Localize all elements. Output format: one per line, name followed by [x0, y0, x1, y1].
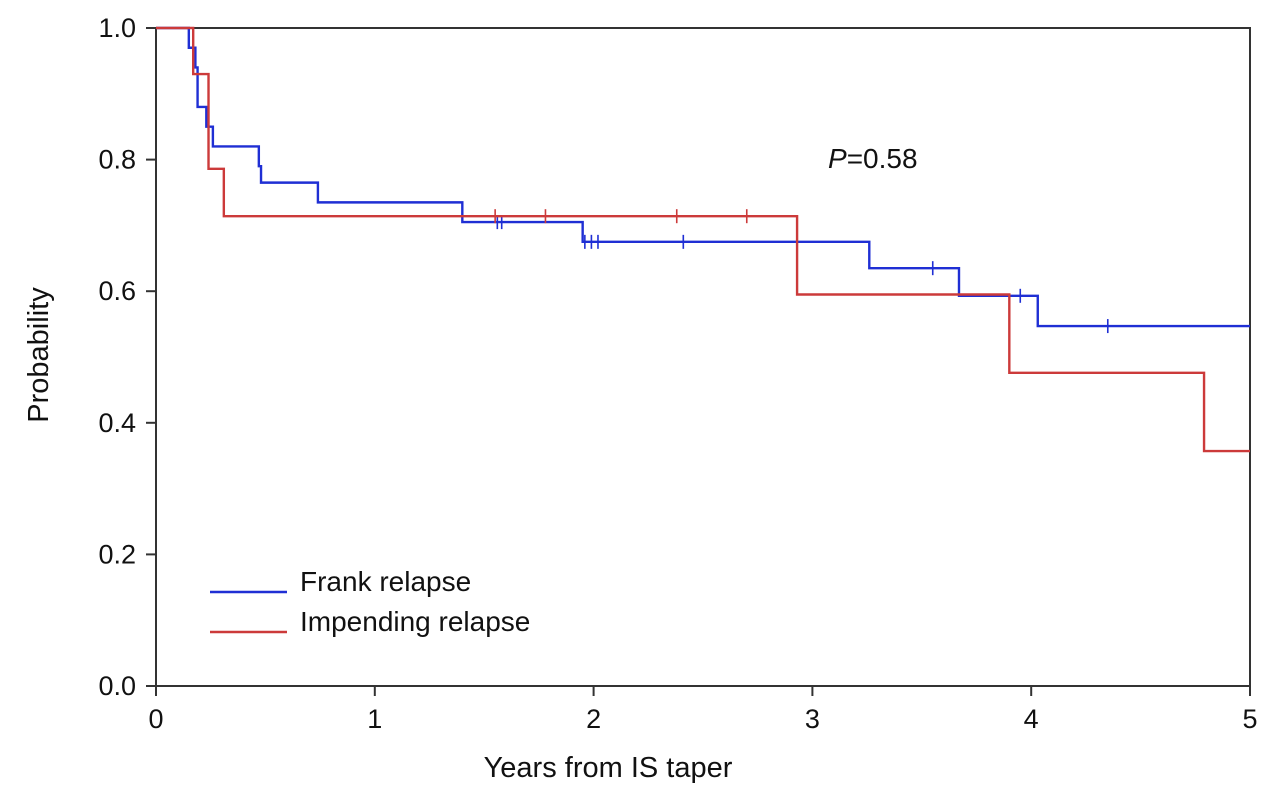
x-tick-label: 5 — [1242, 704, 1257, 734]
y-tick-label: 1.0 — [98, 13, 136, 43]
axes-layer — [146, 27, 1251, 696]
x-tick-label: 2 — [586, 704, 601, 734]
series-line-frank-relapse — [156, 26, 1250, 328]
x-axis-title: Years from IS taper — [484, 752, 733, 784]
p-value-symbol: P — [828, 143, 847, 174]
y-tick-label: 0.6 — [98, 276, 136, 306]
y-tick-label: 0.0 — [98, 671, 136, 701]
legend-label: Frank relapse — [300, 566, 471, 597]
legend-label: Impending relapse — [300, 606, 530, 637]
y-tick-label: 0.8 — [98, 145, 136, 175]
x-tick-label: 1 — [367, 704, 382, 734]
p-value-annotation: P=0.58 — [828, 143, 918, 174]
p-value-text: =0.58 — [847, 143, 918, 174]
plot-frame — [155, 27, 1251, 687]
labels-layer: 0 1 2 3 4 5 0.0 0.2 0.4 0.6 0.8 1.0 Years from IS ta… — [23, 13, 1258, 784]
x-tick-label: 4 — [1024, 704, 1039, 734]
series-line-impending-relapse — [156, 26, 1250, 453]
x-tick-label: 0 — [148, 704, 163, 734]
x-tick-label: 3 — [805, 704, 820, 734]
y-axis-title: Probability — [23, 287, 55, 423]
y-tick-label: 0.4 — [98, 408, 136, 438]
y-tick-label: 0.2 — [98, 539, 136, 569]
series-layer — [156, 26, 1250, 453]
